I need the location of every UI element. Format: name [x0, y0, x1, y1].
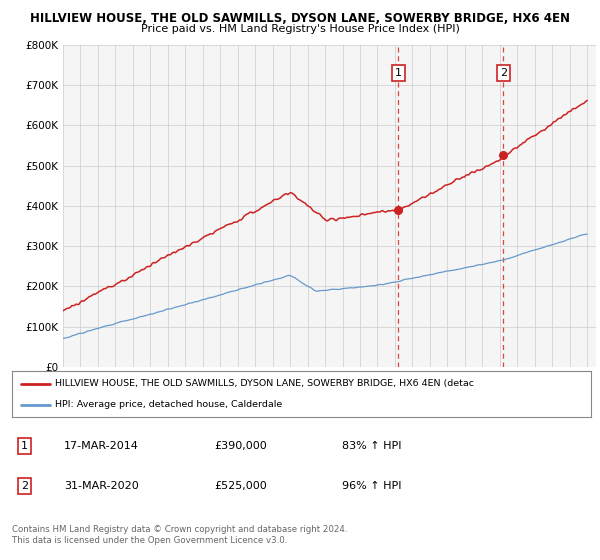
Text: 1: 1: [395, 68, 402, 78]
Text: 17-MAR-2014: 17-MAR-2014: [64, 441, 139, 451]
Text: £525,000: £525,000: [215, 481, 268, 491]
Text: 96% ↑ HPI: 96% ↑ HPI: [342, 481, 401, 491]
Text: £390,000: £390,000: [215, 441, 268, 451]
Text: 31-MAR-2020: 31-MAR-2020: [64, 481, 139, 491]
Text: HILLVIEW HOUSE, THE OLD SAWMILLS, DYSON LANE, SOWERBY BRIDGE, HX6 4EN (detac: HILLVIEW HOUSE, THE OLD SAWMILLS, DYSON …: [55, 379, 475, 388]
Text: 2: 2: [500, 68, 507, 78]
Text: Contains HM Land Registry data © Crown copyright and database right 2024.
This d: Contains HM Land Registry data © Crown c…: [12, 525, 347, 545]
Text: 2: 2: [21, 481, 28, 491]
Text: HILLVIEW HOUSE, THE OLD SAWMILLS, DYSON LANE, SOWERBY BRIDGE, HX6 4EN: HILLVIEW HOUSE, THE OLD SAWMILLS, DYSON …: [30, 12, 570, 25]
Text: 83% ↑ HPI: 83% ↑ HPI: [342, 441, 401, 451]
Text: 1: 1: [21, 441, 28, 451]
Text: HPI: Average price, detached house, Calderdale: HPI: Average price, detached house, Cald…: [55, 400, 283, 409]
Text: Price paid vs. HM Land Registry's House Price Index (HPI): Price paid vs. HM Land Registry's House …: [140, 24, 460, 34]
